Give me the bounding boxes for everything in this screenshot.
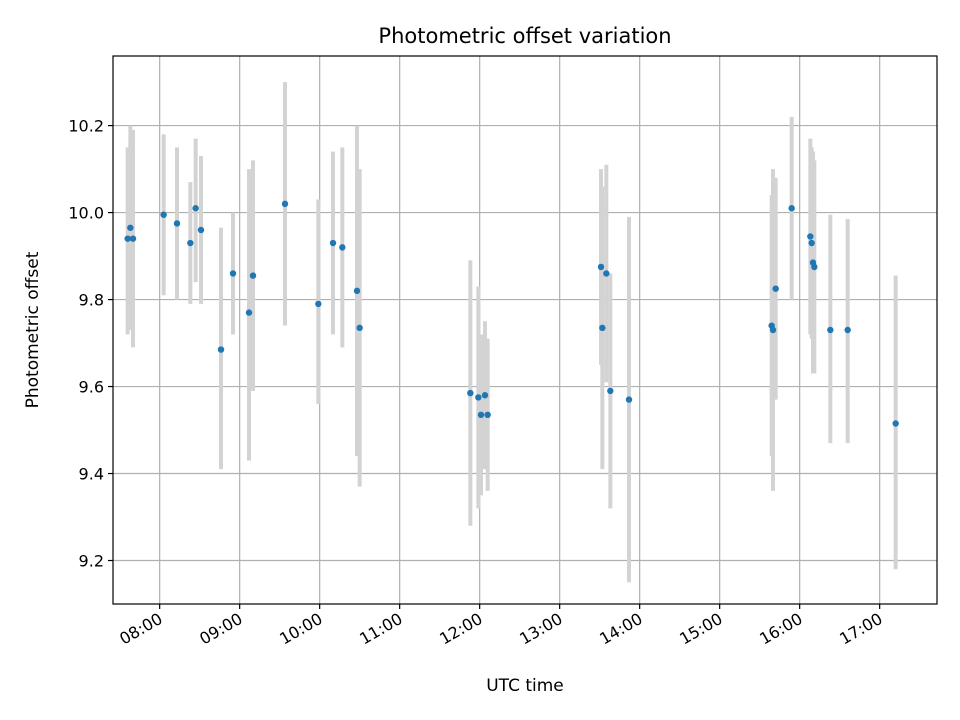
y-tick-label: 9.4 — [79, 465, 104, 484]
data-point — [281, 200, 289, 208]
data-point — [245, 309, 253, 316]
data-points — [124, 200, 899, 427]
y-tick-label: 10.0 — [68, 204, 104, 223]
data-point — [603, 270, 610, 277]
data-point — [329, 239, 337, 247]
y-tick-label: 9.2 — [79, 552, 104, 571]
data-point — [129, 235, 137, 242]
chart-title: Photometric offset variation — [378, 24, 671, 48]
data-point — [187, 239, 194, 247]
data-point — [339, 244, 346, 251]
y-axis-title: Photometric offset — [23, 251, 43, 408]
data-point — [484, 411, 491, 419]
data-point — [844, 326, 851, 334]
y-tick-label: 10.2 — [68, 117, 104, 136]
data-point — [808, 239, 815, 247]
data-point — [229, 270, 237, 277]
plot-frame — [112, 55, 938, 605]
data-point — [772, 285, 779, 292]
data-point — [197, 226, 205, 234]
data-point — [124, 235, 131, 242]
data-point — [599, 324, 606, 332]
data-point — [315, 300, 322, 308]
data-point — [788, 205, 795, 212]
y-tick-label: 9.8 — [79, 291, 104, 310]
data-point — [481, 392, 489, 399]
data-point — [769, 326, 777, 334]
y-axis: 9.2 9.4 9.6 9.8 10.0 10.2 — [68, 117, 113, 571]
data-point — [127, 224, 134, 231]
data-point — [173, 220, 181, 227]
data-point — [249, 272, 257, 279]
data-point — [811, 263, 818, 271]
data-point — [597, 263, 605, 271]
data-point — [827, 326, 834, 334]
grid — [113, 56, 937, 604]
data-point — [353, 287, 361, 295]
data-point — [160, 211, 167, 218]
data-point — [217, 346, 225, 353]
data-point — [807, 233, 814, 240]
data-point — [607, 387, 614, 395]
data-point — [467, 389, 474, 397]
data-point — [625, 396, 633, 403]
data-point — [356, 324, 363, 332]
data-point — [892, 420, 899, 427]
data-point — [192, 205, 199, 212]
y-tick-label: 9.6 — [79, 378, 104, 397]
x-axis-title: UTC time — [486, 676, 564, 696]
data-point — [475, 394, 482, 401]
data-point — [477, 411, 485, 419]
